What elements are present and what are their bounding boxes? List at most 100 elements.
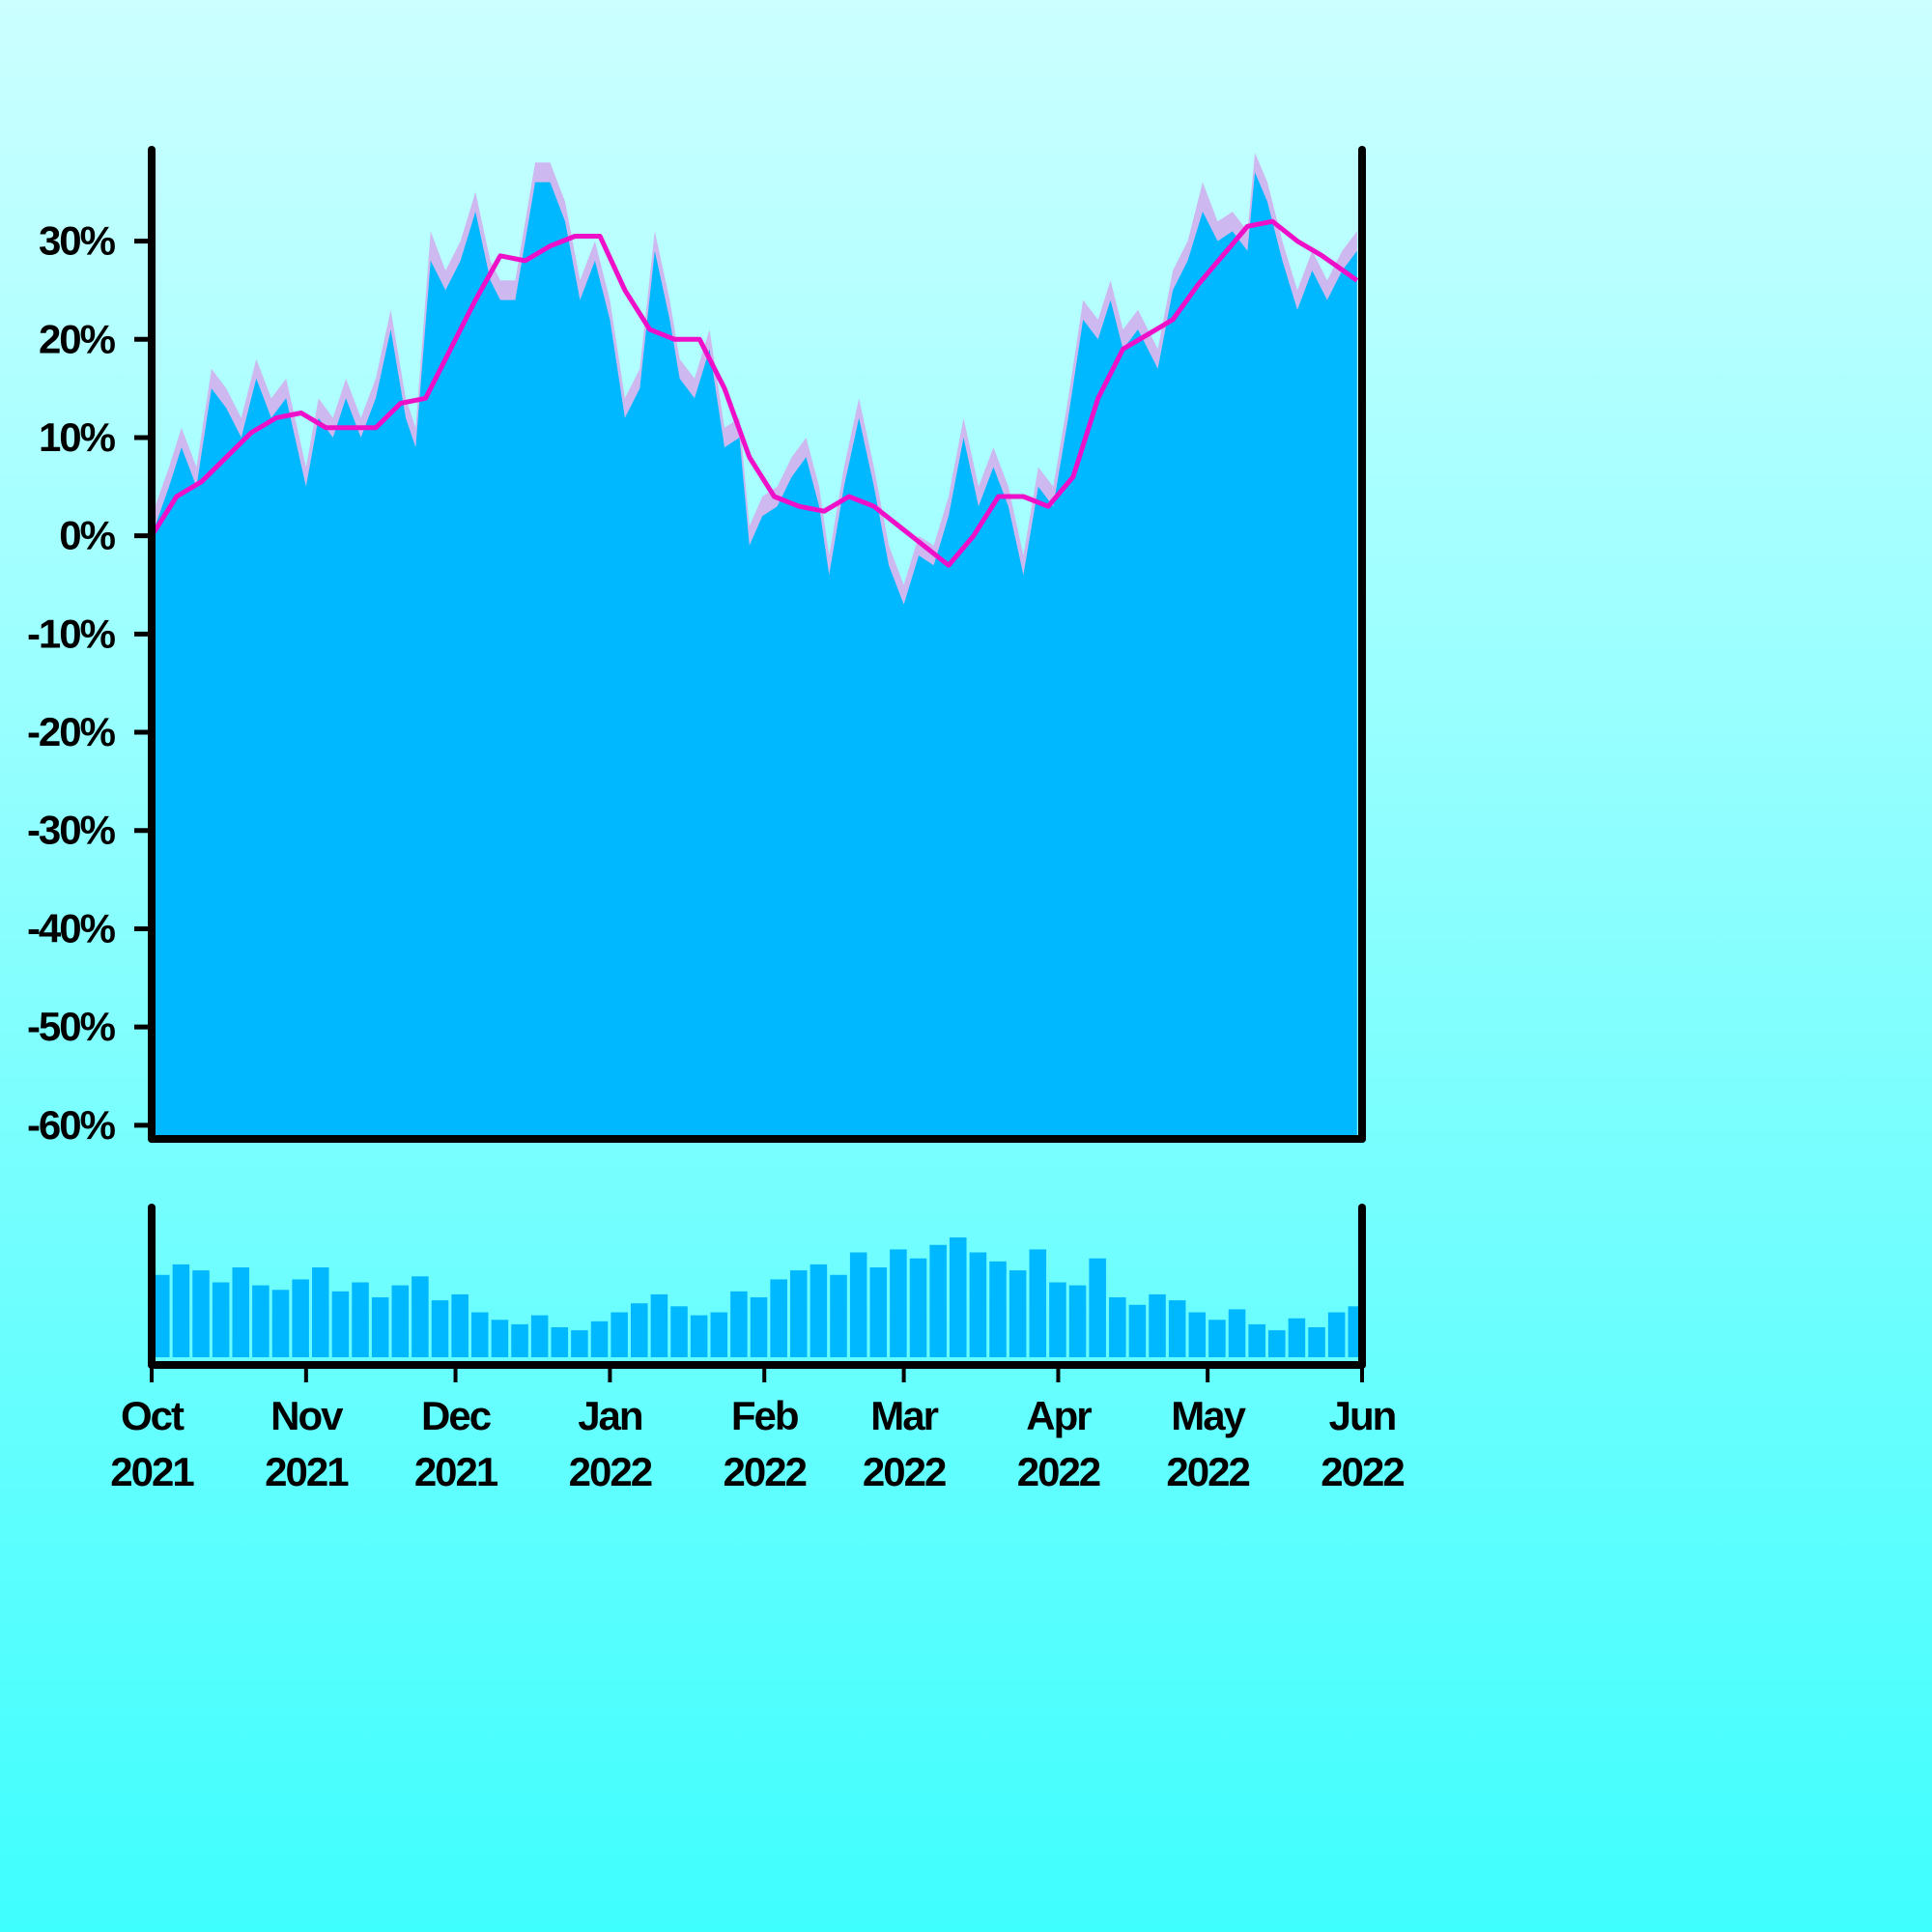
- volume-bar: [631, 1303, 648, 1357]
- x-tick-label: Jun 2022: [1321, 1393, 1404, 1494]
- volume-bar: [1128, 1304, 1147, 1357]
- volume-bar: [790, 1270, 808, 1357]
- y-tick-label: -20%: [27, 709, 116, 754]
- x-tick-label-line: Mar: [870, 1393, 938, 1438]
- volume-bar: [929, 1244, 947, 1357]
- y-tick-label: -50%: [27, 1004, 116, 1049]
- volume-bar: [412, 1276, 429, 1357]
- volume-bar: [451, 1293, 469, 1357]
- moving-average-line: [149, 218, 1359, 568]
- x-tick-label-line: 2022: [1166, 1449, 1249, 1494]
- volume-bar: [1327, 1312, 1346, 1357]
- x-tick-label-line: 2022: [863, 1449, 946, 1494]
- x-tick-label: Oct 2021: [110, 1393, 194, 1494]
- volume-bar: [551, 1327, 569, 1357]
- x-tick-label: Nov 2021: [265, 1393, 349, 1494]
- y-tick-label: -40%: [27, 905, 116, 951]
- area: [152, 172, 1357, 1135]
- volume-bar: [690, 1315, 708, 1357]
- price-panel: [149, 153, 1359, 1136]
- x-tick-label: Apr 2022: [1017, 1393, 1100, 1494]
- x-tick-label-line: Dec: [421, 1393, 492, 1438]
- volume-bar: [890, 1249, 907, 1357]
- volume-bar: [869, 1267, 888, 1357]
- volume-bar: [590, 1321, 609, 1357]
- volume-bar: [989, 1261, 1007, 1357]
- volume-bar: [969, 1252, 987, 1357]
- y-tick-label: -10%: [27, 611, 116, 656]
- y-tick-label: 0%: [59, 513, 115, 558]
- volume-bar: [1068, 1285, 1087, 1357]
- volume-bar: [571, 1330, 588, 1357]
- volume-bar: [431, 1300, 449, 1357]
- volume-bar: [770, 1279, 787, 1357]
- x-tick-label-line: May: [1171, 1393, 1246, 1438]
- x-tick-label-line: 2021: [414, 1449, 498, 1494]
- y-tick-label: -60%: [27, 1102, 116, 1148]
- volume-bar: [1208, 1320, 1226, 1357]
- x-tick-label-line: Feb: [731, 1393, 798, 1438]
- volume-bar: [1268, 1330, 1286, 1357]
- volume-bar: [1089, 1258, 1106, 1357]
- volume-bar: [491, 1320, 509, 1357]
- volume-bar: [1109, 1297, 1126, 1357]
- volume-bar: [371, 1297, 389, 1357]
- volume-bar: [391, 1285, 410, 1357]
- volume-bar: [192, 1270, 210, 1357]
- volume-bar: [1029, 1249, 1047, 1357]
- volume-bar: [670, 1306, 688, 1357]
- volume-bar: [950, 1237, 967, 1357]
- volume-bar: [292, 1279, 309, 1357]
- volume-bar: [1228, 1309, 1246, 1357]
- volume-bar: [1248, 1323, 1265, 1357]
- x-tick-label-line: Jan: [578, 1393, 642, 1438]
- volume-bar: [1149, 1293, 1166, 1357]
- x-tick-label-line: Oct: [121, 1393, 185, 1438]
- x-tick-label-line: 2022: [724, 1449, 807, 1494]
- volume-bar: [1288, 1318, 1306, 1357]
- y-tick-label: 30%: [39, 218, 116, 264]
- x-tick-label-line: 2022: [1017, 1449, 1100, 1494]
- volume-bar: [271, 1290, 290, 1357]
- x-tick-label-line: Nov: [270, 1393, 344, 1438]
- x-tick-label: Dec 2021: [414, 1393, 498, 1494]
- volume-bar: [172, 1264, 190, 1357]
- x-tick-label: Mar 2022: [863, 1393, 946, 1494]
- volume-bar: [471, 1312, 489, 1357]
- volume-bar: [331, 1291, 350, 1357]
- volume-bar: [153, 1274, 170, 1357]
- x-tick-label-line: 2021: [265, 1449, 349, 1494]
- frame: -60% -50% -40% -30% -20% -10% 0% 10% 20% 30% Oct 20…: [27, 146, 1406, 1494]
- volume-panel: [153, 1237, 1366, 1357]
- volume-bar: [909, 1258, 927, 1357]
- y-tick-label: 10%: [39, 414, 116, 460]
- volume-bar: [830, 1274, 847, 1357]
- volume-bar: [530, 1315, 549, 1357]
- volume-bar: [1009, 1270, 1027, 1357]
- y-tick-label: -30%: [27, 808, 116, 853]
- volume-bar: [252, 1285, 270, 1357]
- volume-bar: [312, 1267, 329, 1357]
- volume-bar: [611, 1312, 628, 1357]
- x-tick-label-line: 2022: [569, 1449, 652, 1494]
- volume-bar: [1308, 1327, 1325, 1357]
- volume-bar: [1188, 1312, 1207, 1357]
- volume-bar: [750, 1297, 768, 1357]
- y-tick-label: 20%: [39, 316, 116, 361]
- volume-bar: [1049, 1282, 1066, 1357]
- volume-bar: [849, 1252, 867, 1357]
- volume-bar: [232, 1267, 250, 1357]
- x-tick-label: Jan 2022: [569, 1393, 652, 1494]
- x-tick-label: Feb 2022: [724, 1393, 807, 1494]
- x-tick-label-line: 2021: [110, 1449, 194, 1494]
- x-tick-label-line: 2022: [1321, 1449, 1404, 1494]
- volume-bar: [212, 1282, 230, 1357]
- x-tick-label-line: Apr: [1026, 1393, 1092, 1438]
- x-tick-label-line: Jun: [1329, 1393, 1396, 1438]
- volume-bar: [352, 1282, 369, 1357]
- volume-bar: [810, 1264, 828, 1357]
- volume-bar: [511, 1323, 528, 1357]
- volume-bar: [650, 1293, 668, 1357]
- volume-bar: [730, 1291, 748, 1357]
